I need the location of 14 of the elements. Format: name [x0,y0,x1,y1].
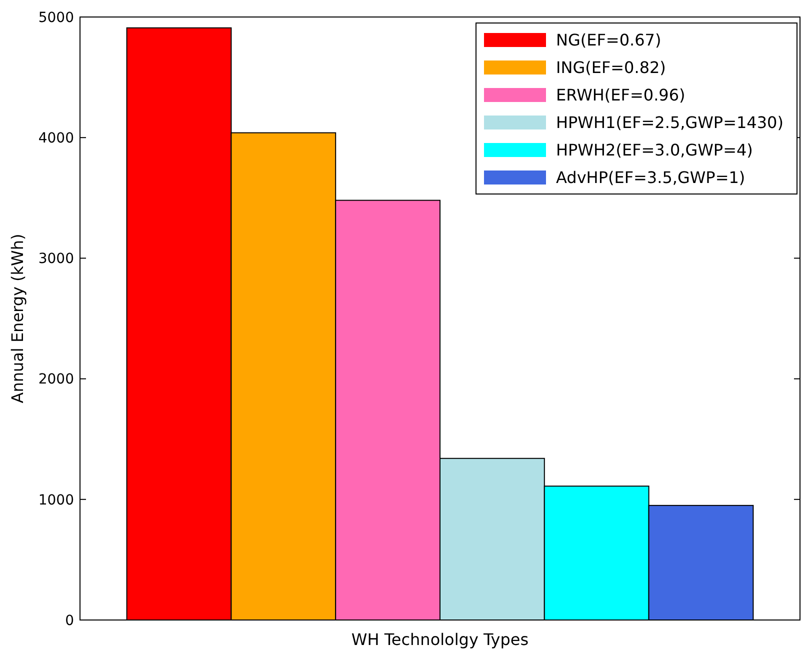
legend-label: HPWH1(EF=2.5,GWP=1430) [556,113,784,132]
y-tick-label: 0 [65,612,74,629]
y-tick-label: 1000 [38,492,74,508]
legend-label: ERWH(EF=0.96) [556,86,686,105]
legend-label: NG(EF=0.67) [556,30,662,50]
y-tick-label: 3000 [38,251,74,268]
y-tick-label: 2000 [38,372,74,388]
y-tick-label: 5000 [38,10,74,26]
legend-label: ING(EF=0.82) [556,58,666,78]
y-axis-title: Annual Energy (kWh) [8,234,27,404]
y-tick-label: 4000 [38,130,74,146]
legend-label: AdvHP(EF=3.5,GWP=1) [556,168,746,188]
x-axis-title: WH Technololgy Types [351,630,529,649]
legend-label: HPWH2(EF=3.0,GWP=4) [556,140,753,160]
